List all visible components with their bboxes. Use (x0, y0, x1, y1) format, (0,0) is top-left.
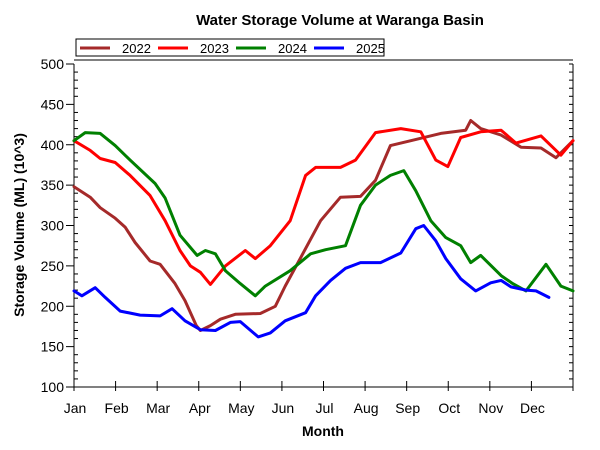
x-tick-label: Apr (189, 400, 211, 416)
x-tick-label: Feb (105, 400, 129, 416)
x-tick-label: Jun (272, 400, 295, 416)
chart-title: Water Storage Volume at Waranga Basin (196, 12, 484, 29)
y-axis-label: Storage Volume (ML) (10^3) (11, 133, 27, 317)
legend-label-2023: 2023 (200, 41, 229, 56)
y-tick-label: 200 (41, 298, 65, 314)
x-tick-label: Jan (64, 400, 87, 416)
y-ticks: 100 150 200 250 300 350 400 450 500 (41, 56, 573, 395)
series-line-2023 (72, 127, 575, 286)
series-line-2024 (72, 131, 575, 298)
legend: 2022 2023 2024 2025 (74, 38, 573, 61)
series-lines (72, 119, 575, 339)
x-tick-label: Sep (395, 400, 420, 416)
x-tick-label: Aug (354, 400, 379, 416)
y-tick-label: 300 (41, 218, 65, 234)
legend-label-2024: 2024 (278, 41, 307, 56)
series-line-2022 (72, 119, 575, 332)
x-ticks: Jan Feb Mar Apr May Jun Jul Aug Sep Oct Nov Dec (64, 381, 574, 416)
y-tick-label: 500 (41, 56, 65, 72)
y-tick-label: 250 (41, 258, 65, 274)
y-tick-label: 350 (41, 177, 65, 193)
legend-label-2022: 2022 (122, 41, 151, 56)
x-tick-label: Dec (520, 400, 545, 416)
y-tick-label: 450 (41, 96, 65, 112)
plot-area: 100 150 200 250 300 350 400 450 500 Jan Feb Mar Apr… (41, 56, 575, 416)
x-axis-label: Month (302, 423, 344, 439)
x-tick-label: Nov (478, 400, 503, 416)
legend-label-2025: 2025 (356, 41, 385, 56)
y-tick-label: 400 (41, 137, 65, 153)
y-tick-label: 150 (41, 339, 65, 355)
x-tick-label: May (228, 400, 254, 416)
series-line-2025 (72, 224, 551, 339)
x-tick-label: Mar (146, 400, 170, 416)
legend-box (75, 38, 385, 57)
x-tick-label: Oct (438, 400, 460, 416)
y-tick-label: 100 (41, 379, 65, 395)
x-tick-label: Jul (316, 400, 334, 416)
